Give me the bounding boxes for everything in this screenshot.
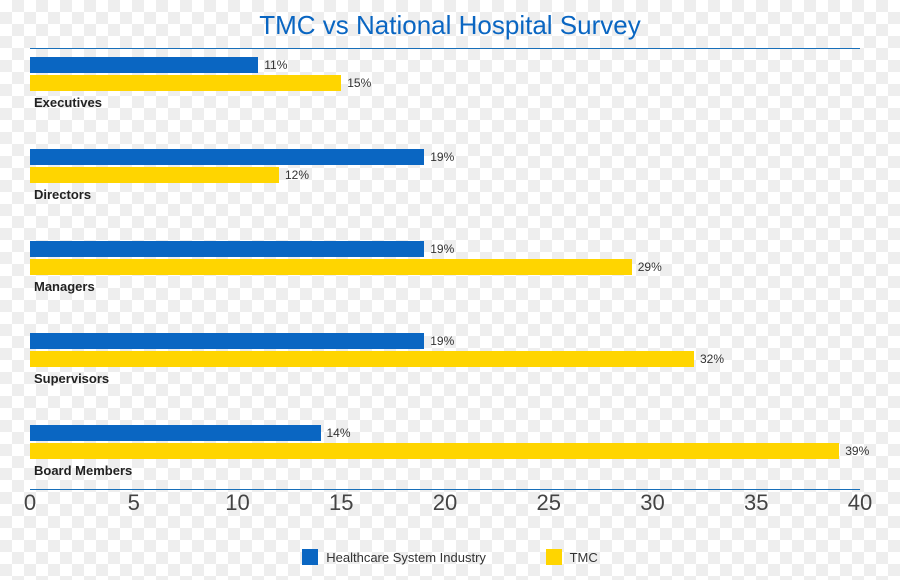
category-label: Supervisors [30, 369, 860, 386]
value-label: 14% [321, 425, 351, 441]
bar-tmc [30, 75, 341, 91]
x-tick: 5 [128, 490, 140, 516]
x-tick: 35 [744, 490, 768, 516]
bar-group: 14%39%Board Members [30, 425, 860, 478]
bar-group: 19% 12% Directors [30, 149, 860, 202]
bar-hcsi [30, 425, 321, 441]
category-label: Managers [30, 277, 860, 294]
category-label: Executives [30, 93, 860, 110]
bar-tmc [30, 259, 632, 275]
x-tick: 30 [640, 490, 664, 516]
value-label: 19% [424, 333, 454, 349]
x-tick: 20 [433, 490, 457, 516]
x-tick: 15 [329, 490, 353, 516]
x-tick: 40 [848, 490, 872, 516]
value-label: 19% [424, 241, 454, 257]
x-tick: 25 [537, 490, 561, 516]
x-axis: 0510152025303540 [30, 490, 860, 524]
value-label: 39% [839, 443, 869, 459]
bar-tmc [30, 167, 279, 183]
legend-label: Healthcare System Industry [326, 550, 486, 565]
value-label: 29% [632, 259, 662, 275]
chart-title: TMC vs National Hospital Survey [0, 0, 900, 47]
legend-swatch-tmc [546, 549, 562, 565]
bar-tmc [30, 351, 694, 367]
legend-item-hcsi: Healthcare System Industry [302, 549, 486, 565]
value-label: 32% [694, 351, 724, 367]
bar-group: 11% 15% Executives [30, 57, 860, 110]
value-label: 19% [424, 149, 454, 165]
chart-area: 11% 15% Executives 19% 12% Directors 19% 29% Man… [30, 48, 860, 490]
x-tick: 0 [24, 490, 36, 516]
bar-hcsi [30, 241, 424, 257]
legend-label: TMC [570, 550, 598, 565]
value-label: 12% [279, 167, 309, 183]
category-label: Directors [30, 185, 860, 202]
legend-item-tmc: TMC [546, 549, 598, 565]
legend: Healthcare System Industry TMC [0, 549, 900, 568]
bar-hcsi [30, 333, 424, 349]
value-label: 11% [258, 57, 287, 73]
bar-hcsi [30, 149, 424, 165]
x-tick: 10 [225, 490, 249, 516]
bar-group: 19% 32% Supervisors [30, 333, 860, 386]
bar-hcsi [30, 57, 258, 73]
bar-group: 19% 29% Managers [30, 241, 860, 294]
category-label: Board Members [30, 461, 860, 478]
value-label: 15% [341, 75, 371, 91]
legend-swatch-hcsi [302, 549, 318, 565]
plot-area: 11% 15% Executives 19% 12% Directors 19% 29% Man… [30, 49, 860, 489]
bar-tmc [30, 443, 839, 459]
